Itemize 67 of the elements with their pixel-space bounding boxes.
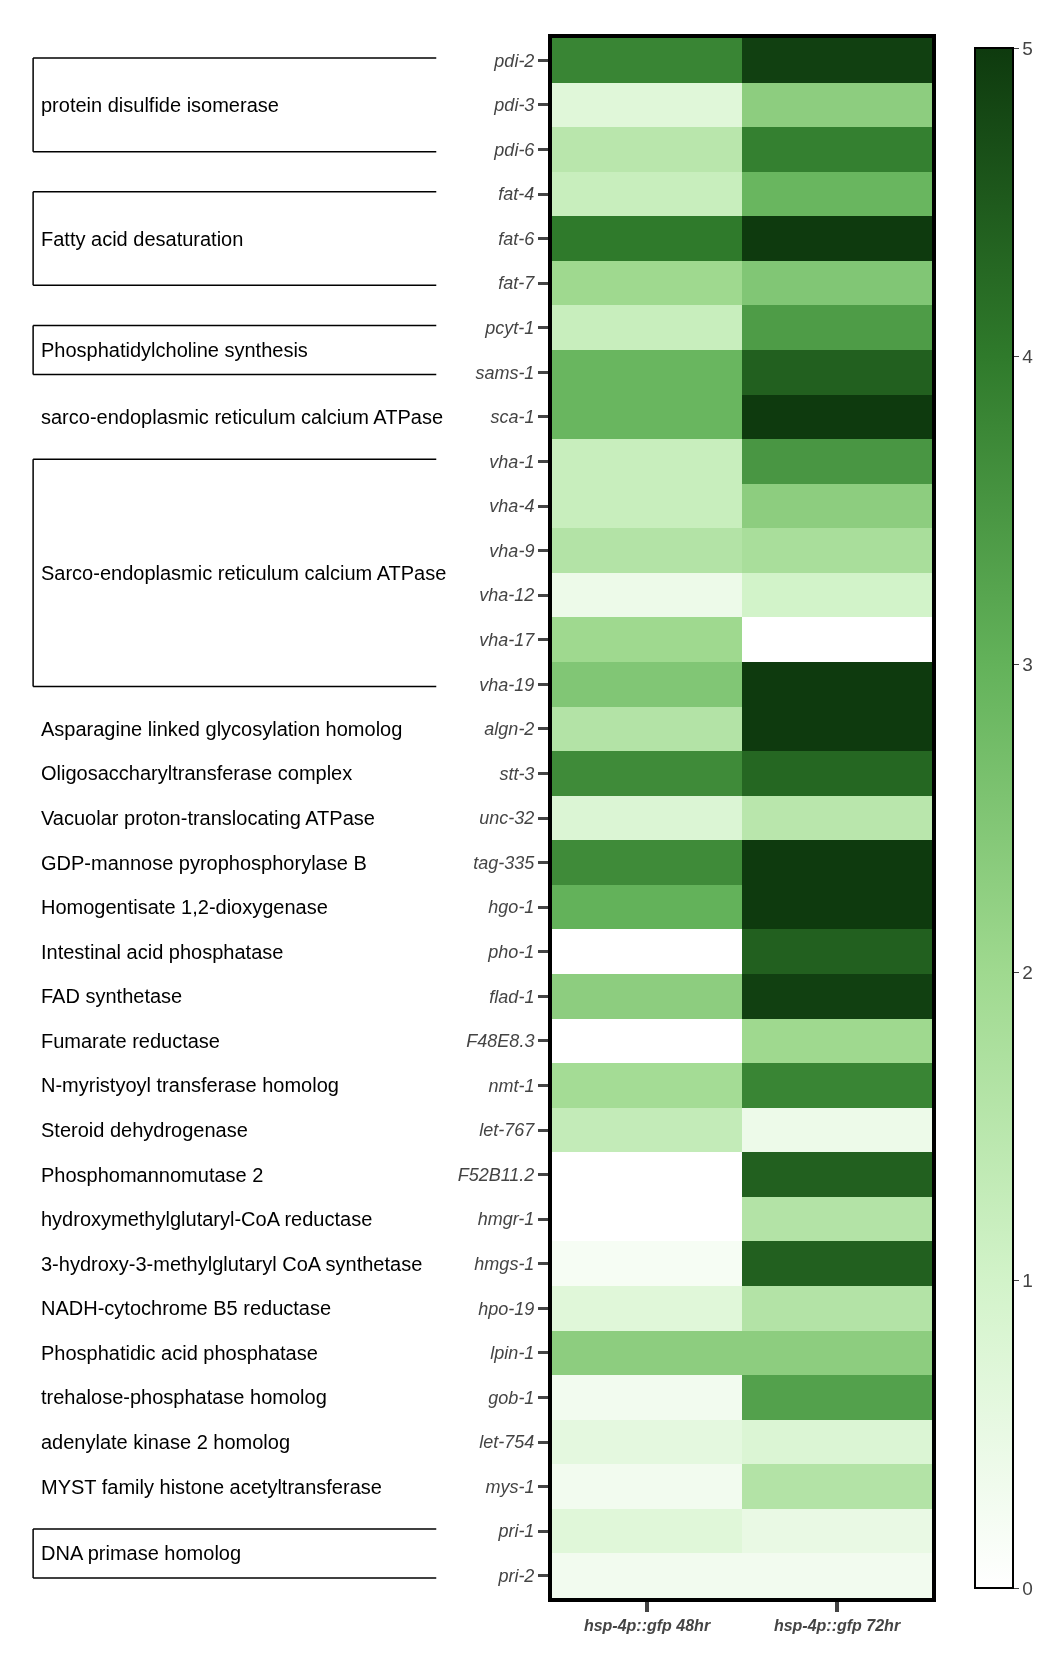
color-bar-label: 2	[1022, 961, 1033, 983]
color-bar-label: 0	[1022, 1577, 1033, 1599]
y-tick-label: hmgs-1	[474, 1254, 535, 1275]
text: GDP-mannose pyrophosphorylase B	[41, 852, 367, 874]
text: 3-hydroxy-3-methylglutaryl CoA synthetase	[41, 1253, 423, 1275]
y-tick-label: fat-4	[498, 184, 535, 205]
y-tick-label: fat-6	[498, 228, 536, 249]
text: Asparagine linked glycosylation homolog	[41, 718, 403, 740]
text: N-myristyoyl transferase homolog	[41, 1074, 339, 1096]
text: protein disulfide isomerase	[41, 94, 279, 116]
text: Phosphatidylcholine synthesis	[41, 339, 308, 361]
y-tick-label: vha-17	[479, 630, 536, 651]
y-tick-label: pho-1	[487, 942, 535, 963]
y-tick-label: vha-9	[489, 540, 535, 561]
text: DNA primase homolog	[41, 1542, 242, 1564]
y-tick-label: flad-1	[489, 986, 535, 1007]
y-tick-label: lpin-1	[490, 1343, 535, 1364]
text: Intestinal acid phosphatase	[41, 941, 284, 963]
x-tick-label: hsp-4p::gfp 72hr	[773, 1617, 901, 1635]
y-tick-label: nmt-1	[488, 1075, 535, 1096]
color-bar-label: 4	[1022, 345, 1034, 367]
text: Oligosaccharyltransferase complex	[41, 762, 353, 784]
color-bar-label: 3	[1022, 653, 1033, 675]
y-tick-label: pcyt-1	[484, 318, 535, 339]
y-tick-label: hmgr-1	[477, 1209, 535, 1230]
text: Steroid dehydrogenase	[41, 1119, 248, 1141]
y-tick-label: F48E8.3	[466, 1031, 535, 1052]
text: Fumarate reductase	[41, 1030, 220, 1052]
y-tick-label: stt-3	[499, 763, 535, 784]
text: hydroxymethylglutaryl-CoA reductase	[41, 1208, 373, 1230]
y-tick-label: let-767	[479, 1120, 536, 1141]
y-tick-label: hgo-1	[488, 897, 535, 918]
y-tick-label: pdi-3	[493, 95, 535, 116]
text: adenylate kinase 2 homolog	[41, 1431, 291, 1453]
y-tick-label: sams-1	[475, 362, 535, 383]
y-tick-label: pri-1	[497, 1521, 535, 1542]
y-tick-label: pdi-2	[493, 50, 535, 71]
text: trehalose-phosphatase homolog	[41, 1386, 327, 1408]
y-tick-label: unc-32	[479, 808, 535, 829]
y-tick-label: F52B11.2	[457, 1164, 535, 1185]
text: sarco-endoplasmic reticulum calcium ATPase	[41, 406, 444, 428]
y-tick-label: gob-1	[488, 1387, 535, 1408]
y-tick-label: vha-4	[489, 496, 535, 517]
text: Phosphatidic acid phosphatase	[41, 1342, 318, 1364]
text: FAD synthetase	[41, 985, 183, 1007]
y-tick-label: vha-12	[479, 585, 535, 606]
y-tick-label: let-754	[479, 1432, 535, 1453]
y-tick-label: sca-1	[490, 407, 535, 428]
text: Phosphomannomutase 2	[41, 1164, 264, 1186]
text: NADH-cytochrome B5 reductase	[41, 1297, 332, 1319]
y-tick-label: tag-335	[473, 852, 536, 873]
y-tick-label: fat-7	[498, 273, 536, 294]
text: Fatty acid desaturation	[41, 228, 244, 250]
y-tick-label: pdi-6	[493, 139, 536, 160]
y-tick-label: pri-2	[497, 1566, 535, 1587]
y-tick-label: mys-1	[485, 1476, 535, 1497]
text: Vacuolar proton-translocating ATPase	[41, 807, 375, 829]
x-tick-label: hsp-4p::gfp 48hr	[583, 1617, 711, 1635]
y-tick-label: vha-1	[489, 451, 535, 472]
text: Homogentisate 1,2-dioxygenase	[41, 896, 328, 918]
text: Sarco-endoplasmic reticulum calcium ATPase	[41, 562, 447, 584]
y-tick-label: hpo-19	[478, 1298, 535, 1319]
y-tick-label: algn-2	[484, 719, 535, 740]
color-bar-label: 5	[1022, 37, 1033, 59]
text: MYST family histone acetyltransferase	[41, 1476, 382, 1498]
color-bar-label: 1	[1022, 1269, 1033, 1291]
y-tick-label: vha-19	[479, 674, 535, 695]
